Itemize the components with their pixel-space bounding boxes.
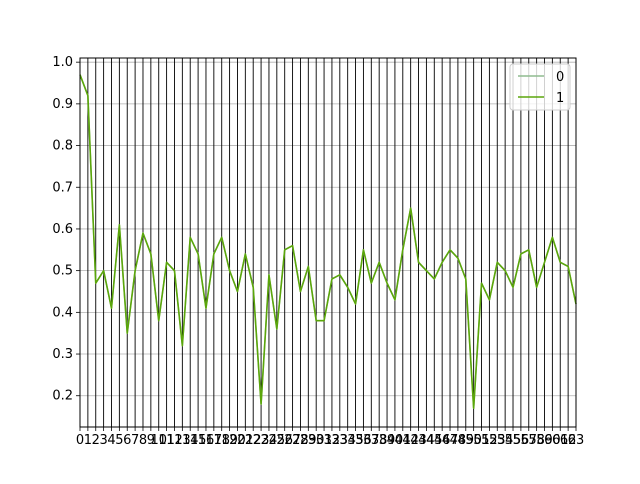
y-tick-label: 0.7: [52, 180, 73, 195]
legend-label-0: 0: [556, 70, 564, 85]
y-tick-label: 0.9: [52, 97, 73, 112]
legend-label-1: 1: [556, 91, 564, 106]
series-line-1: [80, 75, 576, 409]
y-tick-label: 0.5: [52, 264, 73, 279]
series-line-0: [80, 75, 576, 409]
x-axis: 0 1 2 3 4 5 6 7 8 9101112131415161718192021222324…: [76, 427, 584, 448]
y-tick-label: 0.8: [52, 139, 73, 154]
y-tick-label: 0.2: [52, 389, 73, 404]
y-axis: 0.2 0.3 0.4 0.5 0.6 0.7 0.8 0.9 1.0: [52, 55, 80, 404]
plot-frame: [80, 58, 576, 427]
legend: 01: [510, 64, 570, 110]
x-tick-label: 63: [568, 433, 585, 448]
y-tick-label: 0.3: [52, 347, 73, 362]
y-tick-label: 0.4: [52, 305, 73, 320]
series-lines: [80, 75, 576, 409]
grid: [80, 58, 576, 427]
y-tick-label: 1.0: [52, 55, 73, 70]
y-tick-label: 0.6: [52, 222, 73, 237]
